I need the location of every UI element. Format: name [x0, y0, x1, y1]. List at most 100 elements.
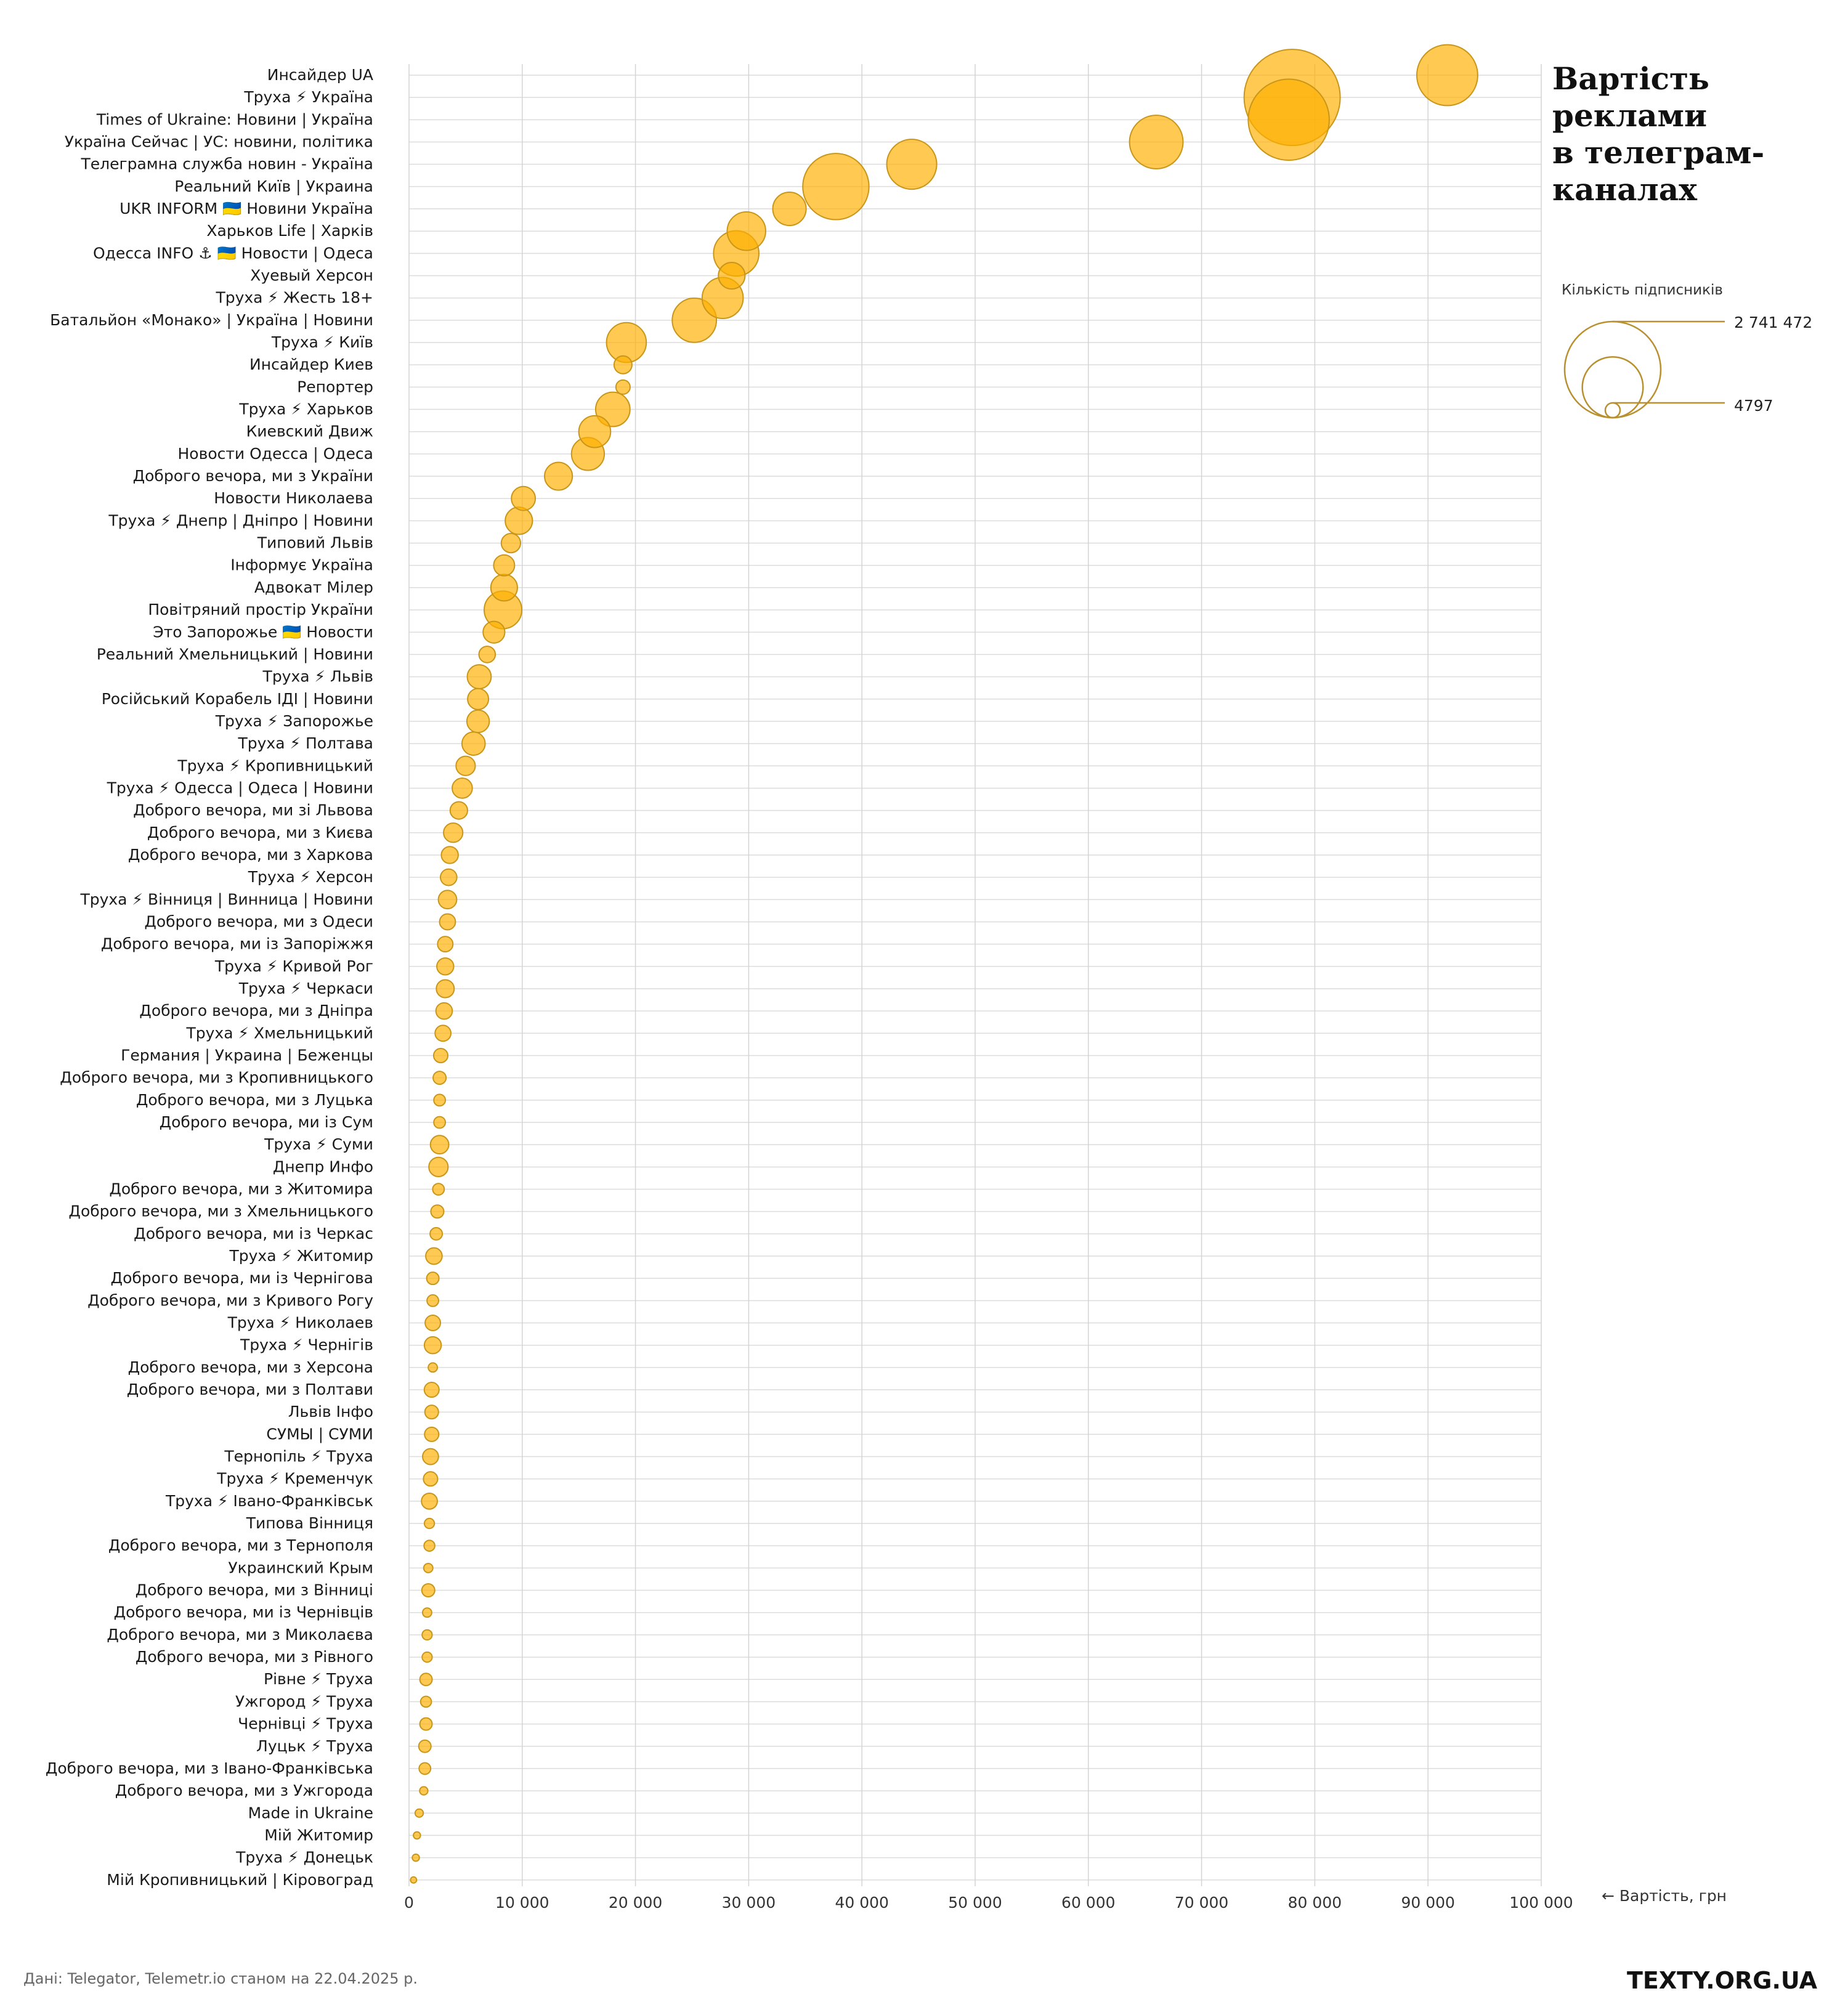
x-tick-label: 30 000	[722, 1894, 776, 1912]
channel-bubble	[482, 620, 506, 644]
source-note: Дані: Telegator, Telemetr.io станом на 2…	[23, 1970, 418, 1987]
channel-label: Новости Одесса | Одеса	[177, 445, 373, 463]
channel-label: Инсайдер UA	[267, 66, 373, 84]
channel-label: Ужгород ⚡ Труха	[235, 1692, 373, 1710]
channel-bubble	[421, 1607, 432, 1618]
channel-bubble	[613, 355, 633, 375]
size-legend: Кількість підписників 2 741 472 4797	[1562, 282, 1812, 419]
size-legend-min-circle	[1604, 402, 1621, 419]
channel-bubble	[726, 211, 766, 251]
channel-label: Доброго вечора, ми з Рівного	[136, 1648, 373, 1666]
channel-bubble	[1247, 78, 1330, 161]
x-tick-label: 0	[404, 1894, 414, 1912]
channel-label: Труха ⚡ Україна	[243, 88, 373, 106]
channel-bubble	[461, 731, 486, 756]
channel-label: Доброго вечора, ми з Вінниці	[136, 1581, 373, 1599]
channel-bubble	[435, 1002, 453, 1020]
channel-bubble	[578, 415, 612, 448]
channel-label: Made in Ukraine	[248, 1804, 373, 1822]
size-legend-min-label: 4797	[1734, 397, 1773, 415]
channel-bubble	[802, 153, 870, 221]
channel-label: Адвокат Мілер	[254, 578, 373, 596]
channel-bubble	[437, 936, 454, 953]
x-tick-label: 20 000	[609, 1894, 662, 1912]
channel-bubble	[478, 646, 496, 663]
channel-bubble	[421, 1629, 433, 1641]
channel-bubble	[423, 1539, 436, 1552]
channel-label: Мій Кропивницький | Кіровоград	[107, 1871, 373, 1889]
channel-label: Доброго вечора, ми з Хмельницького	[68, 1202, 373, 1220]
channel-bubble	[423, 1382, 440, 1398]
channel-label: Это Запорожье 🇺🇦 Новости	[153, 623, 373, 641]
channel-label: Україна Сейчас | УС: новини, політика	[65, 133, 373, 151]
channel-label: Інформує Україна	[230, 556, 373, 574]
channel-bubble	[419, 1695, 432, 1708]
channel-label: Доброго вечора, ми з Ужгорода	[115, 1782, 373, 1799]
channel-label: Труха ⚡ Черкаси	[238, 979, 373, 997]
channel-label: Мій Житомир	[264, 1826, 373, 1844]
channel-bubble	[429, 1135, 450, 1155]
channel-label: Труха ⚡ Полтава	[237, 734, 373, 752]
channel-bubble	[432, 1183, 445, 1196]
channel-label: Батальйон «Монако» | Україна | Новини	[50, 311, 373, 329]
channel-label: Доброго вечора, ми з Івано-Франківська	[46, 1759, 373, 1777]
channel-label: Труха ⚡ Житомир	[229, 1247, 373, 1265]
channel-label: Доброго вечора, ми з Житомира	[109, 1180, 373, 1198]
channel-label: Повітряний простір України	[148, 601, 373, 618]
channel-bubble	[419, 1672, 433, 1687]
channel-label: Труха ⚡ Львів	[262, 668, 373, 686]
chart-title-line-2: реклами	[1552, 97, 1707, 134]
size-legend-mid-circle	[1581, 356, 1644, 419]
channel-label: Телеграмна служба новин - Україна	[80, 155, 373, 173]
channel-label: Доброго вечора, ми з Кропивницького	[60, 1069, 373, 1087]
x-tick-label: 100 000	[1509, 1894, 1573, 1912]
channel-label: Тернопіль ⚡ Труха	[224, 1448, 373, 1466]
channel-bubble	[422, 1448, 439, 1466]
channel-bubble	[449, 801, 469, 820]
brand-logo: TEXTY.ORG.UA	[1627, 1967, 1818, 1994]
channel-label: Труха ⚡ Жесть 18+	[215, 289, 373, 307]
channel-label: Доброго вечора, ми з Харкова	[128, 846, 373, 864]
x-axis-label: ← Вартість, грн	[1602, 1887, 1727, 1905]
channel-bubble	[493, 554, 516, 577]
x-tick-label: 10 000	[495, 1894, 549, 1912]
channel-label: Труха ⚡ Чернігів	[240, 1336, 373, 1354]
channel-bubble	[455, 755, 476, 776]
channel-label: Львів Інфо	[288, 1403, 373, 1421]
channel-label: Труха ⚡ Суми	[264, 1135, 373, 1153]
channel-bubble	[421, 1651, 433, 1663]
channel-bubble	[423, 1471, 439, 1487]
channel-bubble	[436, 979, 455, 999]
channel-bubble	[718, 261, 746, 290]
channel-bubble	[428, 1362, 439, 1373]
channel-label: Новости Николаева	[214, 489, 373, 507]
chart-title-line-1: Вартість	[1552, 60, 1709, 97]
channel-label: Реальний Хмельницький | Новини	[97, 645, 373, 663]
y-axis-labels: Инсайдер UA Труха ⚡ Україна Times of Ukrai…	[46, 66, 373, 1889]
channel-label: Хуевый Херсон	[250, 267, 373, 285]
channel-label: Германия | Украина | Беженцы	[121, 1046, 373, 1064]
channel-label: Доброго вечора, ми із Черкас	[134, 1225, 373, 1243]
channel-bubble	[429, 1226, 444, 1241]
x-tick-label: 90 000	[1401, 1894, 1454, 1912]
channel-label: Украинский Крым	[228, 1559, 373, 1576]
channel-label: Рівне ⚡ Труха	[264, 1670, 373, 1688]
channel-label: Труха ⚡ Хмельницький	[185, 1024, 373, 1042]
channel-bubble	[436, 957, 455, 976]
channel-label: Times of Ukraine: Новини | Україна	[96, 110, 373, 128]
x-axis-ticks: 0 10 000 20 000 30 000 40 000 50 000 60 000 70 …	[404, 1894, 1573, 1912]
channel-bubble	[423, 1336, 442, 1355]
channel-bubble	[430, 1204, 445, 1219]
channel-bubble	[467, 687, 490, 710]
channel-label: UKR INFORM 🇺🇦 Новини Україна	[120, 200, 373, 217]
channel-bubble	[421, 1583, 436, 1598]
size-legend-title: Кількість підписників	[1562, 282, 1723, 298]
channel-bubble	[511, 485, 537, 511]
channel-bubble	[437, 890, 458, 910]
channel-bubble	[426, 1294, 440, 1307]
channel-bubble	[500, 532, 522, 554]
channel-label: Доброго вечора, ми з Луцька	[136, 1091, 373, 1109]
channel-label: Инсайдер Киев	[249, 355, 373, 373]
channel-label: Доброго вечора, ми з Тернополя	[108, 1536, 373, 1554]
x-tick-label: 60 000	[1061, 1894, 1115, 1912]
